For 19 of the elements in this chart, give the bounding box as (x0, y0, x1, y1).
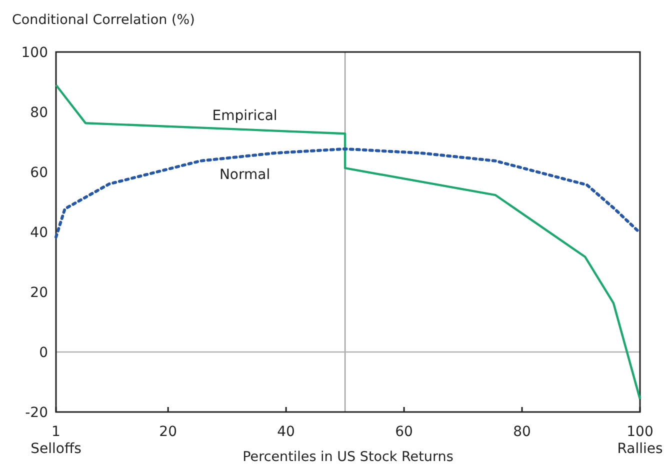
x-tick-label: 20 (159, 424, 177, 440)
x-tick-label: 100 Rallies (617, 424, 663, 457)
y-tick-label: 60 (30, 164, 48, 181)
x-tick-label: 60 (395, 424, 413, 440)
y-tick-label: 40 (30, 224, 48, 241)
y-tick-label: 0 (39, 344, 48, 361)
series-label: Empirical (212, 108, 278, 124)
x-tick-label: 1 Selloffs (30, 424, 82, 457)
y-tick-label: 80 (30, 104, 48, 121)
series-label: Normal (219, 167, 270, 183)
y-axis-title: Conditional Correlation (%) (12, 12, 195, 28)
y-tick-label: 20 (30, 284, 48, 301)
line-series (54, 84, 642, 400)
line-series (54, 147, 642, 239)
y-tick-label: -20 (25, 404, 48, 421)
x-tick-label: 40 (277, 424, 295, 440)
y-tick-label: 100 (21, 44, 48, 61)
x-axis-title: Percentiles in US Stock Returns (242, 449, 454, 465)
x-tick-label: 80 (513, 424, 531, 440)
